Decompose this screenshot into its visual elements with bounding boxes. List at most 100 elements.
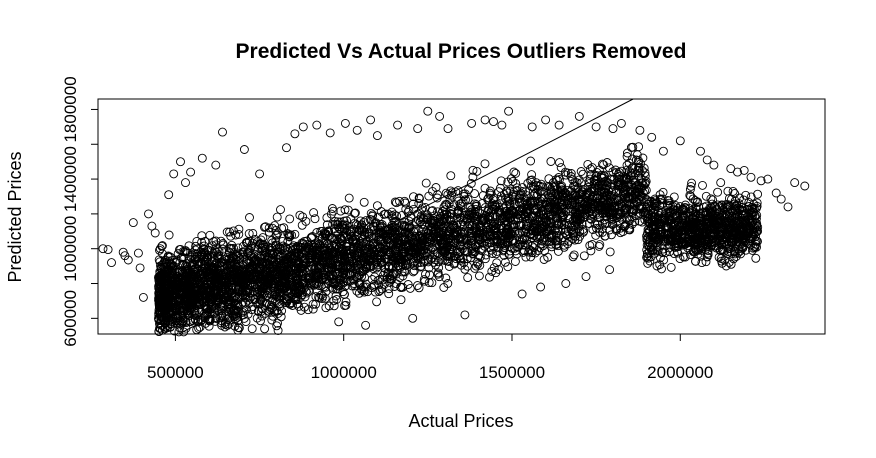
x-axis-title: Actual Prices xyxy=(408,411,513,431)
data-point xyxy=(612,176,622,186)
x-axis: 500000 1000000 1500000 2000000 xyxy=(147,333,713,382)
data-point xyxy=(233,243,243,253)
data-point xyxy=(414,283,424,293)
data-point xyxy=(189,305,199,315)
data-point xyxy=(487,249,497,258)
data-point xyxy=(607,230,616,240)
data-point xyxy=(461,207,471,217)
data-point xyxy=(335,217,345,227)
data-point xyxy=(576,167,586,176)
data-point xyxy=(458,197,468,207)
data-point xyxy=(641,176,651,186)
data-point xyxy=(231,230,241,240)
data-point xyxy=(364,228,374,238)
data-point xyxy=(238,252,248,262)
data-point xyxy=(464,210,474,220)
data-point xyxy=(242,238,252,248)
data-point xyxy=(400,261,410,271)
data-points xyxy=(98,106,810,337)
data-point xyxy=(604,163,614,173)
data-point xyxy=(223,314,233,324)
data-point xyxy=(547,236,557,246)
data-point xyxy=(309,208,319,218)
data-point xyxy=(294,301,304,311)
data-point xyxy=(396,295,406,305)
data-point xyxy=(297,267,307,277)
data-point xyxy=(318,233,327,243)
data-point xyxy=(698,180,707,190)
data-point xyxy=(669,192,679,202)
data-point xyxy=(226,231,236,241)
data-point xyxy=(547,242,557,252)
data-point xyxy=(287,230,297,240)
data-point xyxy=(634,142,644,152)
chart-title: Predicted Vs Actual Prices Outliers Remo… xyxy=(236,40,687,63)
data-point xyxy=(444,257,454,266)
data-point xyxy=(265,305,275,315)
data-point xyxy=(248,228,258,238)
data-point xyxy=(553,246,563,256)
data-point xyxy=(503,193,513,203)
data-point xyxy=(404,216,414,226)
data-point xyxy=(560,224,570,234)
data-point xyxy=(431,260,441,270)
data-point xyxy=(420,276,430,286)
data-point xyxy=(535,243,545,253)
data-point xyxy=(514,198,524,207)
data-point xyxy=(468,172,478,182)
data-point xyxy=(480,236,490,246)
data-point xyxy=(267,315,277,325)
data-point xyxy=(680,252,690,262)
data-point xyxy=(312,286,322,296)
data-point xyxy=(630,217,640,227)
data-point xyxy=(241,286,250,296)
data-point xyxy=(164,230,174,240)
data-point xyxy=(621,194,631,204)
data-point xyxy=(475,260,485,270)
data-point xyxy=(453,209,462,219)
data-point xyxy=(423,244,433,254)
data-point xyxy=(594,223,604,233)
data-point xyxy=(160,324,170,334)
data-point xyxy=(346,214,356,224)
data-point xyxy=(185,254,195,264)
data-point xyxy=(597,159,607,169)
data-point xyxy=(605,247,615,257)
data-point xyxy=(158,249,167,259)
data-point xyxy=(639,163,649,173)
data-point xyxy=(190,245,200,255)
data-point xyxy=(292,299,302,309)
data-point xyxy=(270,276,280,286)
data-point xyxy=(272,212,282,222)
data-point xyxy=(492,258,502,268)
data-point xyxy=(428,215,438,225)
data-point xyxy=(442,200,452,210)
data-point xyxy=(446,210,456,219)
data-point xyxy=(354,288,364,298)
data-point xyxy=(569,231,579,241)
data-point xyxy=(295,210,305,220)
data-point xyxy=(428,206,438,216)
data-point xyxy=(244,229,254,239)
data-point xyxy=(381,209,390,219)
data-point xyxy=(621,173,631,183)
data-point xyxy=(310,214,320,224)
data-point xyxy=(264,223,274,233)
data-point xyxy=(375,285,385,295)
data-point xyxy=(177,269,187,279)
data-point xyxy=(332,239,342,249)
data-point xyxy=(480,254,490,264)
data-point xyxy=(532,191,542,201)
data-point xyxy=(346,271,356,281)
data-point xyxy=(384,289,394,299)
data-point xyxy=(538,241,548,251)
data-point xyxy=(339,289,349,299)
data-point xyxy=(539,255,549,264)
data-point xyxy=(453,186,463,196)
data-point xyxy=(462,254,472,264)
data-point xyxy=(443,279,453,288)
x-tick-label: 1500000 xyxy=(479,363,545,382)
data-point xyxy=(507,236,517,246)
data-point xyxy=(622,152,632,161)
